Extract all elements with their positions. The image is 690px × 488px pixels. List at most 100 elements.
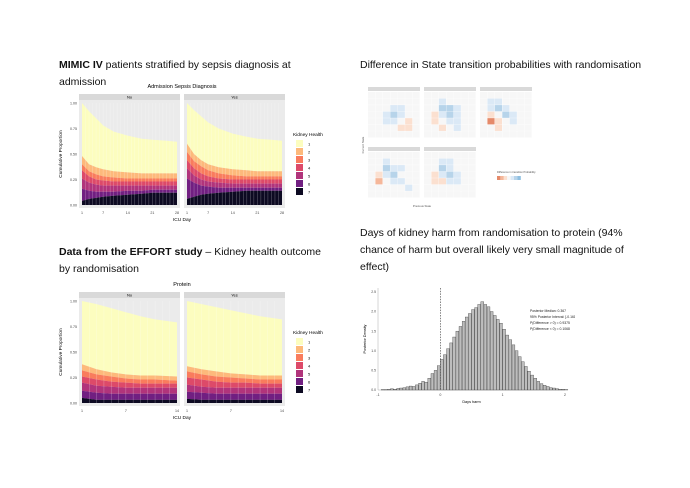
heatmap-cell — [446, 98, 454, 105]
heatmap-cell — [431, 158, 439, 165]
protein-area-state-1 — [187, 301, 282, 376]
hist-bar — [474, 307, 478, 391]
heatmap-cell — [397, 92, 405, 99]
sepsis-facet-strip — [79, 94, 180, 100]
hist-x-tick: -1 — [376, 393, 379, 397]
heatmap-cell — [438, 178, 446, 185]
heatmap-cell — [405, 178, 413, 185]
heatmap-cell — [438, 118, 446, 125]
heatmap-cell — [468, 118, 476, 125]
heatmap-cell — [509, 131, 517, 138]
heatmap-cell — [453, 165, 461, 172]
hist-bar — [424, 381, 428, 391]
heatmap-cell — [446, 158, 454, 165]
sepsis-x-tick: 7 — [207, 211, 209, 215]
heatmap-cell — [446, 92, 454, 99]
heatmap-cell — [487, 105, 495, 112]
hist-bar — [477, 304, 481, 391]
hist-bar — [437, 365, 441, 391]
sepsis-facet-label: Yes — [231, 95, 238, 100]
heatmap-cell — [368, 131, 376, 138]
heatmap-cell — [509, 124, 517, 131]
protein-legend-swatch — [296, 338, 303, 345]
hist-bar — [518, 356, 522, 391]
sepsis-area-state-7 — [187, 190, 282, 205]
hist-bar — [539, 383, 544, 391]
sepsis-legend-label: 5 — [308, 174, 311, 179]
heatmap-cell — [431, 152, 439, 159]
sepsis-y-tick: 0.00 — [70, 203, 77, 207]
heatmap-cell — [368, 98, 376, 105]
sepsis-area-state-4 — [187, 160, 282, 184]
hist-bar — [387, 389, 391, 391]
heatmap-cell — [412, 98, 420, 105]
heatmap-cell — [405, 105, 413, 112]
heatmap-cell — [412, 131, 420, 138]
sepsis-legend-label: 7 — [308, 190, 311, 195]
heatmap-cell — [431, 178, 439, 185]
heatmap-cell — [502, 98, 510, 105]
protein-legend-title: Kidney Health — [293, 330, 323, 336]
heatmap-cell — [397, 111, 405, 118]
heatmap-cell — [494, 131, 502, 138]
heatmap-cell — [424, 158, 432, 165]
sepsis-x-tick: 7 — [102, 211, 104, 215]
heatmap-cell — [405, 171, 413, 178]
heatmap-cell — [390, 131, 398, 138]
heatmap-cell — [397, 191, 405, 198]
heatmap-cell — [461, 98, 469, 105]
hist-bar — [543, 385, 547, 391]
hist-bar — [499, 323, 503, 391]
hist-bar — [493, 315, 497, 391]
heatmap-cell — [375, 131, 383, 138]
heatmap-cell — [382, 158, 390, 165]
heatmap-cell — [368, 118, 376, 125]
sepsis-legend-swatch — [296, 156, 303, 163]
heatmap-cell — [431, 92, 439, 99]
heatmap-cell — [375, 152, 383, 159]
hist-bar — [521, 361, 525, 391]
heatmap-cell — [494, 92, 502, 99]
hist-bar — [433, 370, 438, 391]
heatmap-cell — [375, 124, 383, 131]
heatmap-cell — [368, 124, 376, 131]
heatmap-cell — [382, 131, 390, 138]
heatmap-cell — [368, 184, 376, 191]
heatmap-cell — [438, 92, 446, 99]
heatmap-cell — [517, 131, 525, 138]
hist-bar — [408, 385, 413, 391]
heatmap-cell — [431, 105, 439, 112]
sepsis-x-tick: 1 — [186, 211, 188, 215]
heatmap-cell — [424, 124, 432, 131]
protein-area-state-3 — [187, 371, 282, 384]
hist-bar — [471, 309, 475, 391]
heatmap-legend-swatch — [514, 176, 518, 180]
heatmap-legend-title: Difference in transition Probability — [497, 170, 536, 174]
hist-bar — [527, 370, 531, 391]
protein-y-tick: 0.75 — [70, 325, 77, 329]
heatmap-cell — [390, 191, 398, 198]
sepsis-x-tick: 21 — [150, 211, 154, 215]
heatmap-cell — [390, 111, 398, 118]
heatmap-cell — [397, 105, 405, 112]
hist-bar — [483, 304, 488, 391]
heatmap-cell — [524, 131, 532, 138]
hist-bar — [555, 388, 559, 391]
heatmap-cell — [375, 165, 383, 172]
heatmap-cell — [453, 118, 461, 125]
protein-y-tick: 0.00 — [70, 401, 77, 405]
heatmap-cell — [446, 165, 454, 172]
sepsis-area-state-6 — [82, 188, 177, 201]
protein-area-state-3 — [82, 370, 177, 384]
transition-heatmap: Current State Previous State Difference in… — [361, 87, 536, 208]
hist-bar — [393, 389, 397, 391]
heatmap-cell — [502, 131, 510, 138]
heatmap-cell — [487, 92, 495, 99]
heatmap-cell — [494, 111, 502, 118]
heatmap-cell — [480, 105, 488, 112]
hist-bar — [549, 387, 553, 391]
hist-bar — [465, 316, 469, 391]
heatmap-cell — [468, 111, 476, 118]
hist-bar — [536, 381, 540, 391]
heatmap-cell — [390, 171, 398, 178]
